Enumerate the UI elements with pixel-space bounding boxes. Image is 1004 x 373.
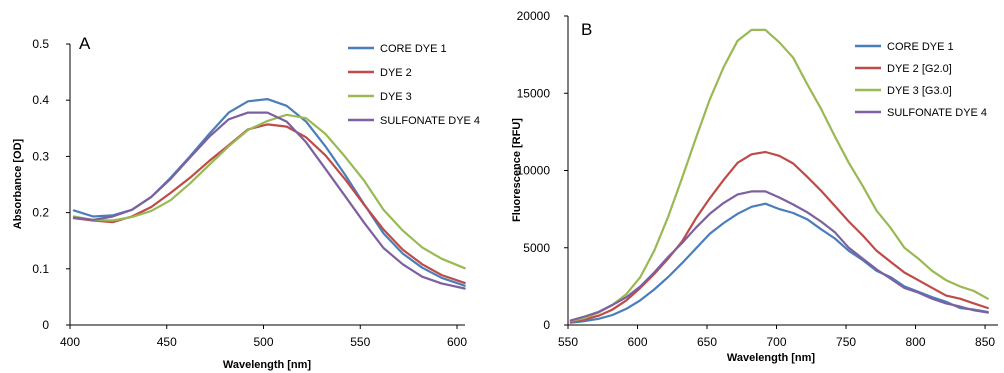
series-line-core-dye-1 [72,97,466,287]
legend-item-sulfonate-dye-4: SULFONATE DYE 4 [855,107,987,119]
x-tick-label: 550 [350,335,370,349]
x-tick-label: 850 [975,335,995,349]
x-tick-label: 500 [253,335,273,349]
x-ticks: 550 600 650 700 750 800 850 [558,325,995,349]
y-tick-label: 0.3 [32,149,49,163]
x-tick-label: 600 [447,335,467,349]
series-line-dye-3-g3-0 [569,28,989,323]
panel-letter-b: B [581,20,592,39]
legend: CORE DYE 1 DYE 2 DYE 3 SULFONATE DYE 4 [348,43,480,127]
legend-label: SULFONATE DYE 4 [887,107,987,119]
legend-label: DYE 2 [380,67,412,79]
y-ticks: 0 5000 10000 15000 20000 [517,9,568,332]
legend-label: DYE 2 [G2.0] [887,63,952,75]
x-tick-label: 400 [60,335,80,349]
legend-item-core-dye-1: CORE DYE 1 [855,41,954,53]
legend: CORE DYE 1 DYE 2 [G2.0] DYE 3 [G3.0] SULFON… [855,41,987,119]
x-ticks: 400 450 500 550 600 [60,325,467,349]
y-tick-label: 20000 [517,9,551,23]
legend-item-dye-3: DYE 3 [348,91,412,103]
x-tick-label: 550 [558,335,578,349]
y-tick-label: 0 [42,318,49,332]
y-tick-label: 0 [543,318,550,332]
legend-item-dye-3-g3-0: DYE 3 [G3.0] [855,85,952,97]
y-tick-label: 0.2 [32,206,49,220]
x-tick-label: 600 [627,335,647,349]
y-tick-label: 0.5 [32,37,49,51]
legend-label: DYE 3 [380,91,412,103]
legend-item-dye-2-g2-0: DYE 2 [G2.0] [855,63,952,75]
x-tick-label: 700 [767,335,787,349]
legend-item-dye-2: DYE 2 [348,67,412,79]
panel-b-fluorescence-chart: B 0 5000 10000 15000 20000 550 600 650 700 750 80… [511,9,998,364]
series-lines [72,97,466,290]
series-line-dye-2-g2-0 [569,150,989,323]
x-axis-title: Wavelength [nm] [727,352,816,364]
x-tick-label: 750 [836,335,856,349]
legend-label: CORE DYE 1 [887,41,954,53]
series-line-dye-3 [72,113,466,270]
legend-label: SULFONATE DYE 4 [380,115,480,127]
legend-item-core-dye-1: CORE DYE 1 [348,43,447,55]
series-line-sulfonate-dye-4 [72,111,466,290]
x-tick-label: 650 [697,335,717,349]
x-tick-label: 450 [157,335,177,349]
panel-letter-a: A [79,34,91,53]
series-line-sulfonate-dye-4 [569,190,989,322]
y-tick-label: 0.1 [32,262,49,276]
x-tick-label: 800 [906,335,926,349]
series-line-dye-2 [72,123,466,284]
series-line-core-dye-1 [569,202,989,324]
y-tick-label: 5000 [523,241,550,255]
legend-item-sulfonate-dye-4: SULFONATE DYE 4 [348,115,480,127]
x-axis-title: Wavelength [nm] [223,359,312,371]
legend-label: DYE 3 [G3.0] [887,85,952,97]
y-ticks: 0 0.1 0.2 0.3 0.4 0.5 [32,37,70,332]
y-tick-label: 10000 [517,164,551,178]
series-lines [569,28,989,324]
y-axis-title: Absorbance [OD] [12,138,24,229]
legend-label: CORE DYE 1 [380,43,447,55]
y-tick-label: 15000 [517,86,551,100]
y-tick-label: 0.4 [32,93,49,107]
panel-a-absorbance-chart: A 0 0.1 0.2 0.3 0.4 0.5 400 450 500 550 600 Wavel… [12,34,480,371]
y-axis-title: Fluorescence [RFU] [511,118,523,222]
